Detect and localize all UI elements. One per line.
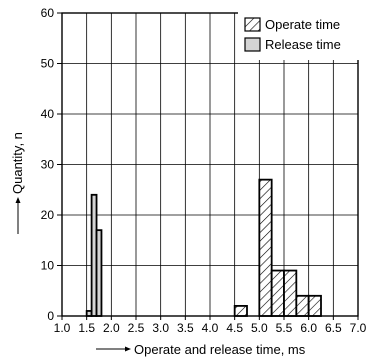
bar-operate-time [233,304,248,317]
x-tick-labels: 1.0 1.5 2.0 2.5 3.0 3.5 4.0 4.5 5.0 5.5 6.0 6.5 7.0 [54,321,367,335]
y-tick-label: 60 [41,6,55,20]
y-tick-label: 40 [41,107,55,121]
bar-operate-time [283,269,298,317]
x-tick-label: 3.0 [152,321,169,335]
legend-swatch-release [244,37,261,52]
bar-release-time [95,229,103,317]
x-tick-label: 5.5 [276,321,293,335]
axis-ticks [57,12,359,320]
x-tick-label: 6.0 [300,321,317,335]
y-axis-title: Quantity, n [10,132,25,234]
bar-operate-time [307,294,322,317]
x-tick-label: 1.5 [78,321,95,335]
y-tick-labels: 0 10 20 30 40 50 60 [41,6,55,323]
histogram-bars [85,178,322,317]
y-axis-arrow-head [15,197,21,203]
y-axis-label: Quantity, n [10,132,25,194]
x-tick-label: 4.0 [202,321,219,335]
x-axis-arrow-head [125,346,131,352]
x-tick-label: 2.0 [103,321,120,335]
y-tick-label: 50 [41,57,55,71]
y-tick-label: 0 [47,309,54,323]
legend: Operate time Release time [238,12,359,60]
legend-swatch-operate [244,17,261,32]
x-tick-label: 4.5 [226,321,243,335]
x-axis-label: Operate and release time, ms [134,342,306,357]
x-tick-label: 1.0 [54,321,71,335]
bar-operate-time [295,294,310,317]
x-axis-title: Operate and release time, ms [96,342,306,357]
x-tick-label: 6.5 [325,321,342,335]
x-tick-label: 2.5 [128,321,145,335]
legend-label-operate: Operate time [265,17,340,32]
y-tick-label: 30 [41,158,55,172]
bar-operate-time [258,178,273,317]
grid-lines [62,13,358,316]
y-tick-label: 20 [41,208,55,222]
x-tick-label: 3.5 [177,321,194,335]
legend-label-release: Release time [265,37,341,52]
bar-operate-time [270,269,285,317]
y-tick-label: 10 [41,259,55,273]
x-tick-label: 5.0 [251,321,268,335]
x-tick-label: 7.0 [350,321,367,335]
